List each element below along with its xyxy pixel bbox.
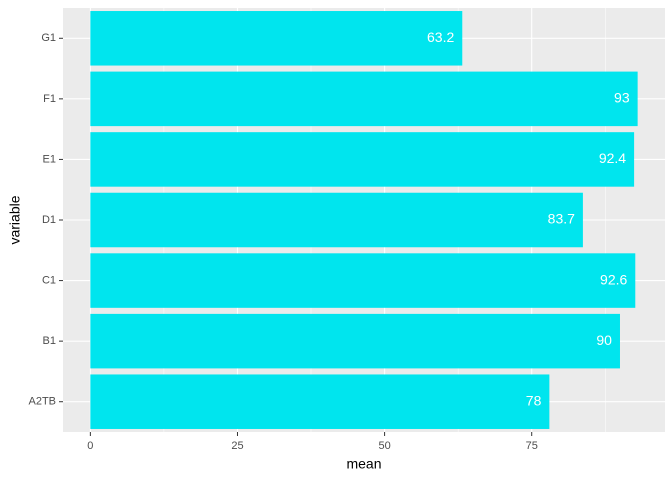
y-tick-label: C1 [42,274,56,286]
y-axis-title: variable [7,195,23,244]
bar [90,132,635,187]
data-label: 92.4 [599,150,626,166]
bar [90,313,620,369]
x-axis-title: mean [346,456,381,472]
bar [90,192,583,248]
y-tick-label: B1 [43,335,56,347]
data-label: 63.2 [427,29,454,45]
y-tick-label: E1 [43,153,56,165]
x-tick-label: 25 [231,440,243,452]
data-label: 78 [526,392,542,408]
x-tick-label: 50 [378,440,390,452]
bar [90,374,550,429]
data-label: 92.6 [600,271,627,287]
data-label: 93 [614,90,630,106]
bar [90,71,638,127]
x-tick-label: 75 [526,440,538,452]
x-tick-label: 0 [87,440,93,452]
data-label: 90 [596,332,612,348]
y-tick-label: G1 [41,32,56,44]
y-tick-label: D1 [42,214,56,226]
bar [90,11,463,66]
y-tick-label: F1 [43,93,56,105]
data-label: 83.7 [548,211,575,227]
y-tick-label: A2TB [28,396,56,408]
bar [90,253,636,308]
